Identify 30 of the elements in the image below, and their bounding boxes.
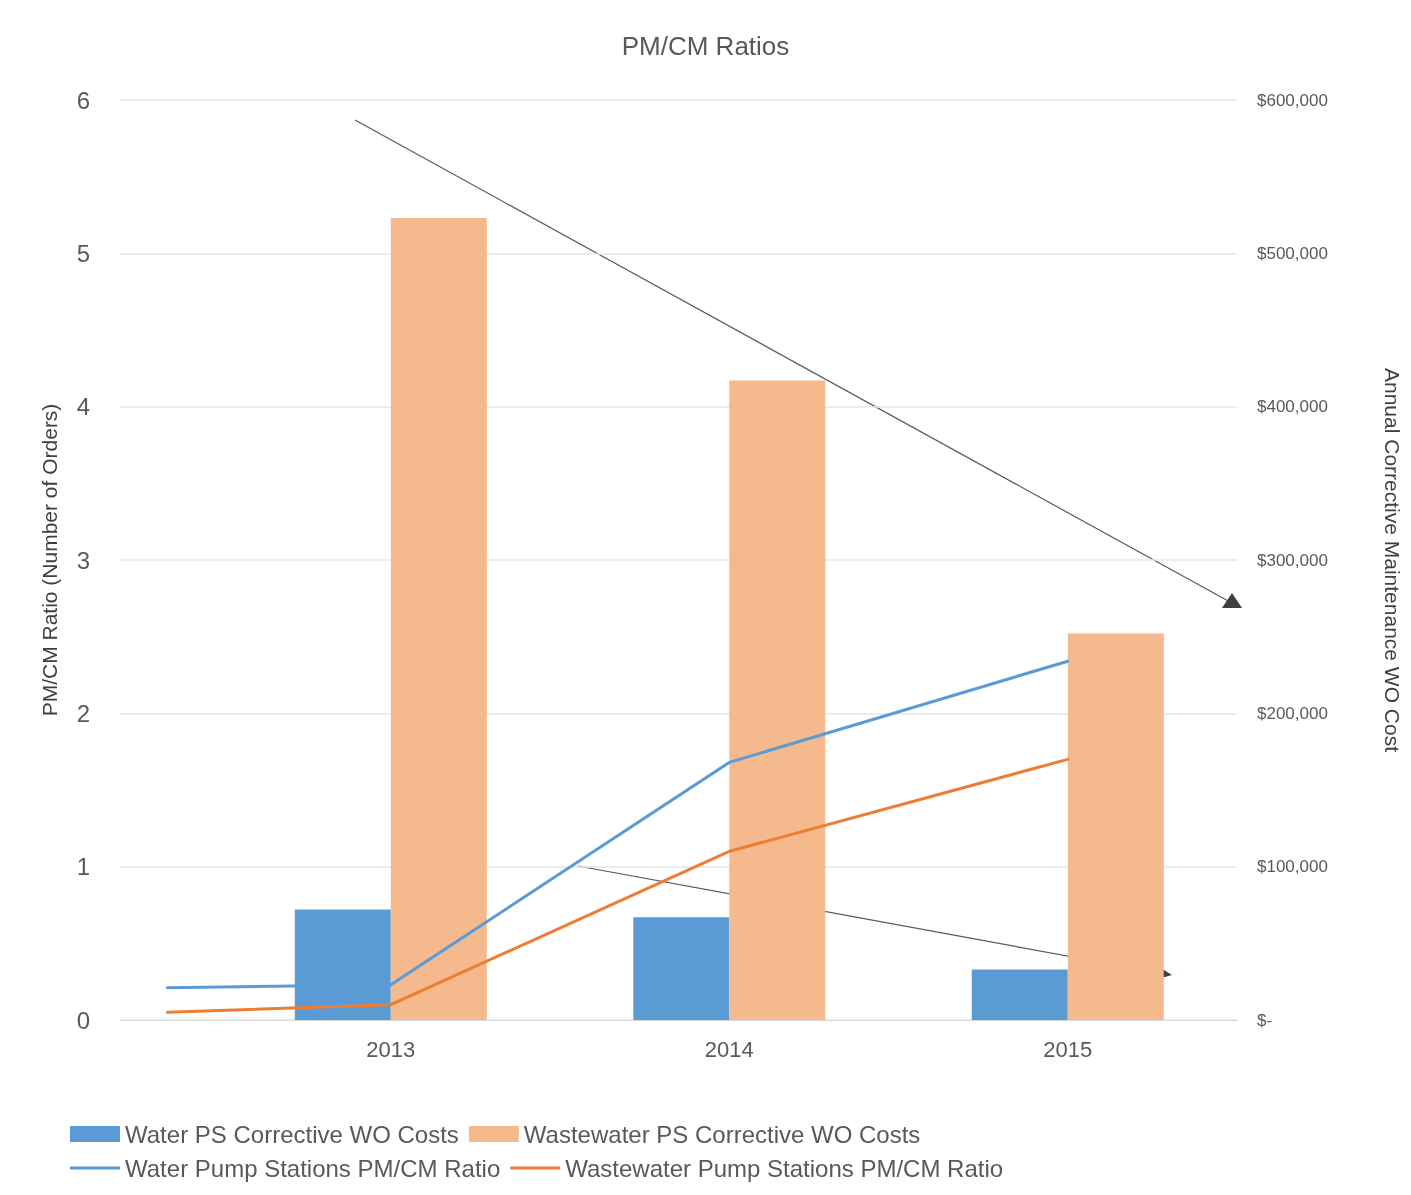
y-tick-label: 6 [76, 86, 90, 114]
y-tick-label: 5 [76, 239, 90, 267]
legend-label: Wastewater PS Corrective WO Costs [523, 1120, 921, 1148]
line-series [165, 757, 1070, 1014]
y-tick-label: 0 [76, 1006, 90, 1034]
y2-tick-label: $400,000 [1257, 397, 1328, 417]
x-tick-label: 2013 [366, 1036, 416, 1062]
bar [390, 218, 487, 1020]
x-tick-label: 2015 [1043, 1036, 1093, 1062]
y-tick-label: 2 [76, 699, 90, 727]
bar [1067, 633, 1164, 1020]
y-axis-title: PM/CM Ratio (Number of Orders) [38, 403, 61, 717]
chart-title: PM/CM Ratios [621, 31, 790, 61]
y2-tick-label: $500,000 [1257, 243, 1328, 263]
legend-label: Water Pump Stations PM/CM Ratio [125, 1154, 501, 1182]
legend-label: Water PS Corrective WO Costs [125, 1120, 459, 1148]
legend-label: Wastewater Pump Stations PM/CM Ratio [565, 1154, 1004, 1182]
y-tick-label: 3 [76, 546, 90, 574]
y2-axis-title: Annual Corrective Maintenance WO Cost [1381, 368, 1404, 753]
y2-tick-label: $300,000 [1257, 550, 1328, 570]
y2-tick-label: $200,000 [1257, 703, 1328, 723]
y-tick-label: 1 [76, 853, 90, 881]
x-tick-label: 2014 [704, 1036, 754, 1062]
bar [971, 969, 1068, 1020]
bar [633, 917, 730, 1020]
y2-tick-label: $- [1257, 1010, 1273, 1030]
y2-tick-label: $100,000 [1257, 857, 1328, 877]
y2-tick-label: $600,000 [1257, 90, 1328, 110]
y-tick-label: 4 [76, 393, 90, 421]
bar [729, 380, 826, 1020]
